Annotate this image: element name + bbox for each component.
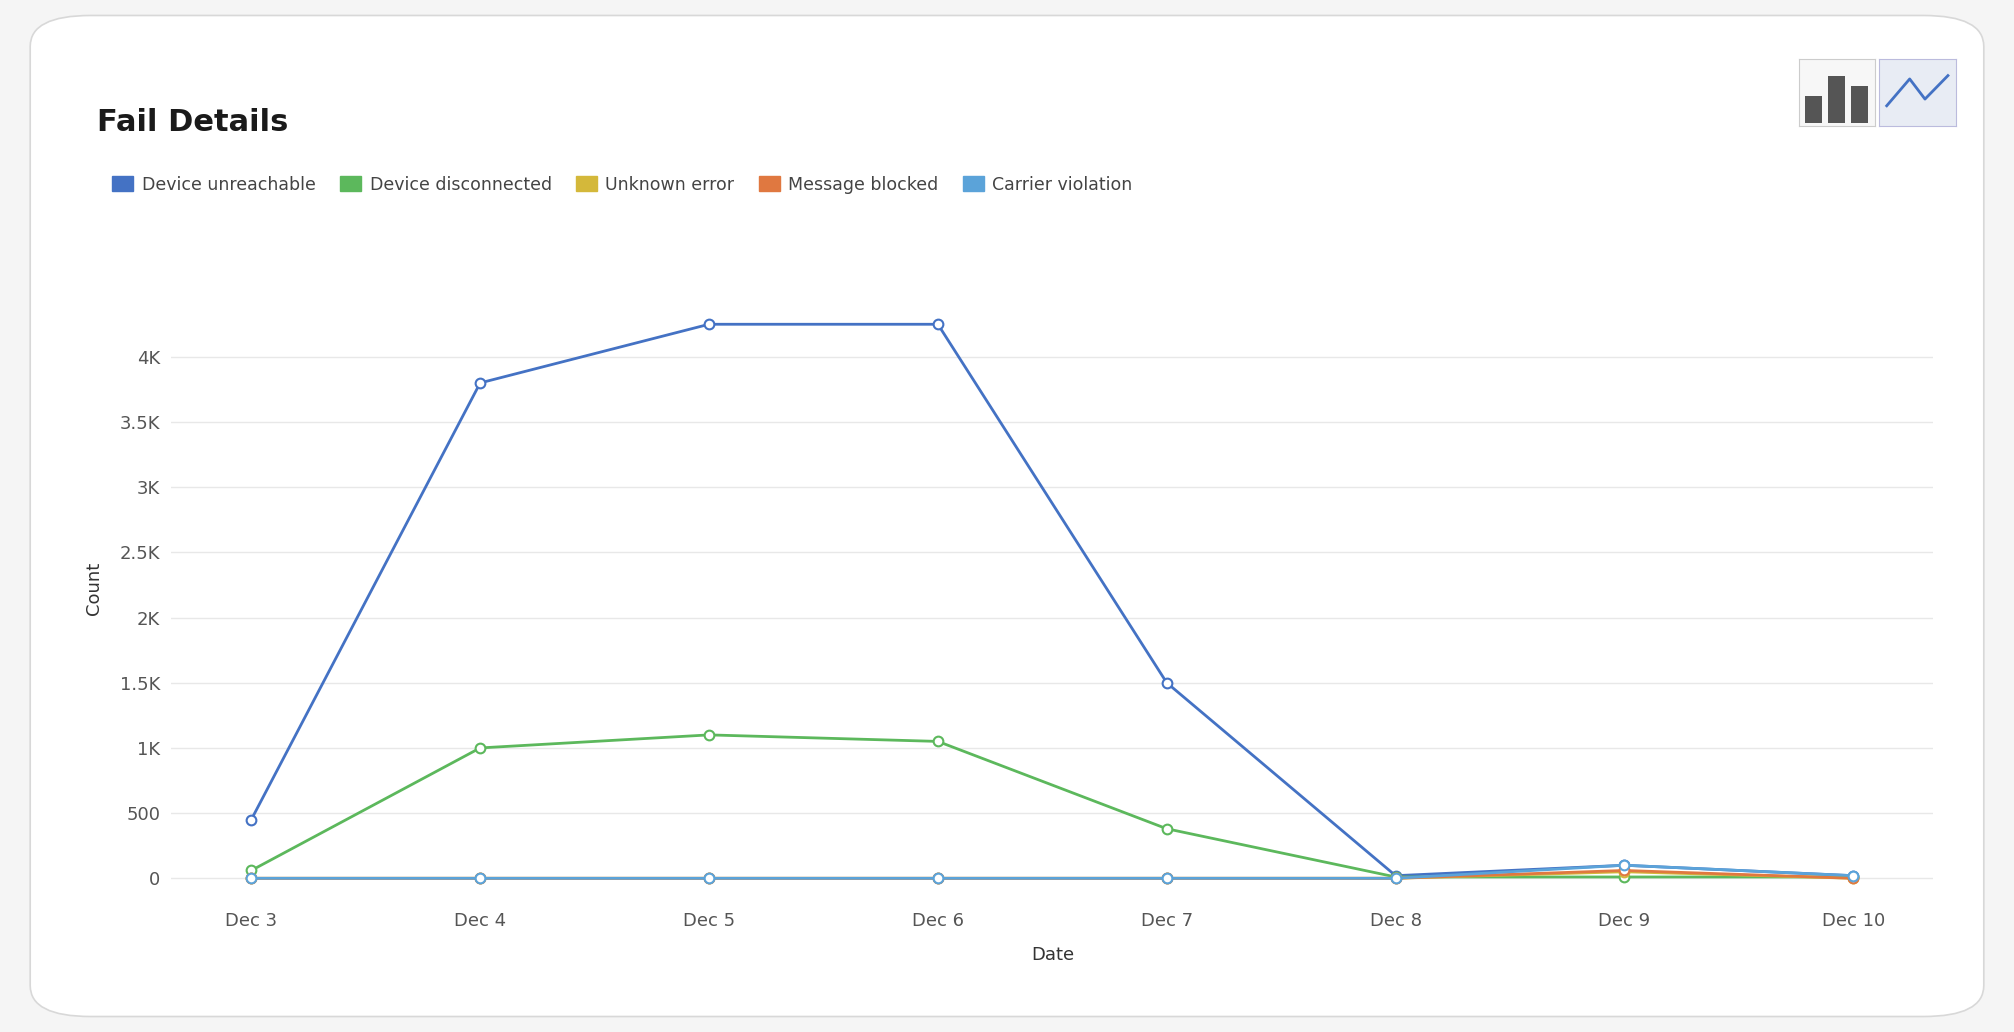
Message blocked <box>697 872 721 884</box>
Legend: Device unreachable, Device disconnected, Unknown error, Message blocked, Carrier: Device unreachable, Device disconnected,… <box>105 168 1140 200</box>
Device disconnected <box>1613 871 1637 883</box>
Carrier violation <box>1384 872 1408 884</box>
Unknown error <box>1384 872 1408 884</box>
X-axis label: Date: Date <box>1031 946 1073 964</box>
Unknown error <box>240 872 264 884</box>
Unknown error <box>1613 866 1637 878</box>
Device disconnected <box>1841 871 1865 883</box>
Device disconnected <box>240 864 264 876</box>
Message blocked <box>1841 872 1865 884</box>
Device unreachable <box>697 318 721 330</box>
Device disconnected <box>1384 871 1408 883</box>
Device unreachable <box>1384 870 1408 882</box>
Device unreachable <box>240 813 264 826</box>
Carrier violation <box>697 872 721 884</box>
Line: Device unreachable: Device unreachable <box>246 320 1859 880</box>
Device disconnected <box>926 735 951 747</box>
Bar <box>1851 86 1869 123</box>
Line: Message blocked: Message blocked <box>246 866 1859 883</box>
Carrier violation <box>1154 872 1178 884</box>
Device unreachable <box>1841 870 1865 882</box>
Line: Device disconnected: Device disconnected <box>246 730 1859 881</box>
Line: Carrier violation: Carrier violation <box>246 861 1859 883</box>
Message blocked <box>240 872 264 884</box>
Device unreachable <box>467 377 491 389</box>
Text: Fail Details: Fail Details <box>97 108 288 137</box>
Line: Unknown error: Unknown error <box>246 867 1859 883</box>
Carrier violation <box>926 872 951 884</box>
Device disconnected <box>1154 823 1178 835</box>
Unknown error <box>1154 872 1178 884</box>
Carrier violation <box>1841 870 1865 882</box>
Device disconnected <box>697 729 721 741</box>
Unknown error <box>1841 872 1865 884</box>
Bar <box>1805 96 1823 123</box>
Message blocked <box>926 872 951 884</box>
Message blocked <box>467 872 491 884</box>
Message blocked <box>1613 864 1637 876</box>
Message blocked <box>1384 872 1408 884</box>
Device disconnected <box>467 742 491 754</box>
Device unreachable <box>1154 677 1178 689</box>
Message blocked <box>1154 872 1178 884</box>
Bar <box>1829 75 1845 123</box>
Carrier violation <box>467 872 491 884</box>
Device unreachable <box>1613 859 1637 871</box>
Y-axis label: Count: Count <box>85 561 103 615</box>
Device unreachable <box>926 318 951 330</box>
Unknown error <box>697 872 721 884</box>
Unknown error <box>467 872 491 884</box>
Carrier violation <box>1613 859 1637 871</box>
Carrier violation <box>240 872 264 884</box>
Unknown error <box>926 872 951 884</box>
